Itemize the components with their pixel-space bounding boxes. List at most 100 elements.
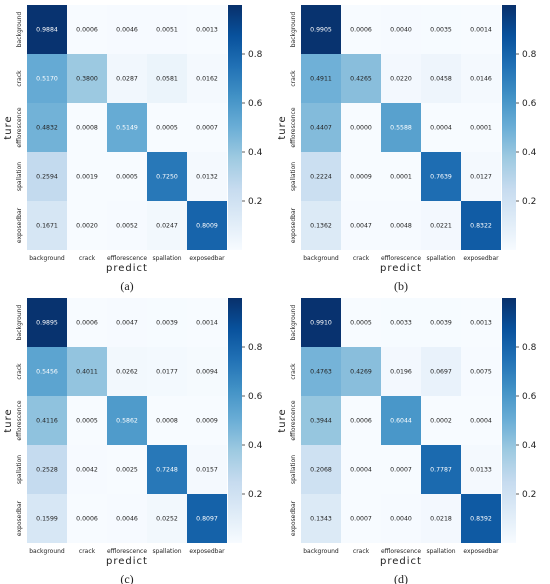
heatmap-cell	[187, 347, 227, 396]
colorbar-tick-label: 0.8	[522, 343, 537, 353]
cell-value-label: 0.0002	[430, 418, 452, 425]
y-tick-label: exposedbar	[16, 500, 23, 536]
cell-value-label: 0.0001	[470, 125, 492, 132]
heatmap-cell	[341, 298, 381, 347]
heatmap-cell	[461, 347, 501, 396]
cell-value-label: 0.0046	[116, 27, 138, 34]
heatmap-cell	[187, 396, 227, 445]
cell-value-label: 0.0005	[76, 418, 98, 425]
heatmap-cell	[301, 494, 341, 543]
heatmap-cell	[67, 298, 107, 347]
x-axis-label: predict	[380, 263, 422, 274]
heatmap-cell	[341, 152, 381, 201]
confusion-matrix-panel: 0.9884 0.0006 0.0046 0.0051 0.0013 0.5170 0.38…	[3, 5, 263, 293]
heatmap-cell	[381, 347, 421, 396]
heatmap-cell	[147, 494, 187, 543]
cell-value-label: 0.5588	[390, 125, 412, 132]
heatmap-cell	[107, 152, 147, 201]
x-tick-label: background	[303, 548, 339, 555]
cell-value-label: 0.0006	[76, 320, 98, 327]
y-tick-label: exposedbar	[290, 207, 297, 243]
colorbar-tick-label: 0.2	[522, 197, 536, 207]
cell-value-label: 0.0013	[196, 27, 218, 34]
x-tick-label: crack	[79, 548, 96, 555]
heatmap-cell	[27, 298, 67, 347]
cell-value-label: 0.7787	[430, 467, 452, 474]
cell-value-label: 0.0005	[350, 320, 372, 327]
y-axis-label: ture	[3, 408, 14, 432]
cell-value-label: 0.0009	[350, 174, 372, 181]
heatmap-cell	[27, 445, 67, 494]
y-tick-label: exposedbar	[290, 500, 297, 536]
heatmap-cell	[461, 103, 501, 152]
cell-value-label: 0.0007	[390, 467, 412, 474]
x-tick-label: exposedbar	[463, 255, 499, 262]
cell-value-label: 0.0287	[116, 76, 138, 83]
panel-caption: (a)	[120, 279, 133, 293]
cell-value-label: 0.0075	[470, 369, 492, 376]
cell-value-label: 0.0000	[350, 125, 372, 132]
heatmap-cell	[421, 5, 461, 54]
x-tick-label: efflorescence	[107, 255, 147, 262]
colorbar-tick-label: 0.2	[522, 490, 536, 500]
heatmap-cell	[341, 396, 381, 445]
y-tick-label: background	[290, 12, 297, 48]
colorbar-tick-label: 0.6	[248, 392, 263, 402]
heatmap-cell	[67, 103, 107, 152]
heatmap-cell	[147, 445, 187, 494]
x-tick-label: exposedbar	[189, 548, 225, 555]
cell-value-label: 0.5170	[36, 76, 58, 83]
heatmap-cell	[301, 5, 341, 54]
heatmap-cell	[107, 347, 147, 396]
heatmap-cell	[301, 103, 341, 152]
cell-value-label: 0.5149	[116, 125, 138, 132]
heatmap-cell	[147, 347, 187, 396]
colorbar	[502, 5, 516, 250]
heatmap-cell	[461, 201, 501, 250]
heatmap-cell	[461, 396, 501, 445]
y-tick-label: efflorescence	[290, 400, 297, 440]
heatmap-cell	[341, 103, 381, 152]
cell-value-label: 0.0162	[196, 76, 218, 83]
x-tick-label: spallation	[152, 255, 181, 262]
heatmap-cell	[187, 152, 227, 201]
heatmap-cell	[67, 5, 107, 54]
colorbar	[502, 298, 516, 543]
cell-value-label: 0.5456	[36, 369, 58, 376]
cell-value-label: 0.4911	[310, 76, 332, 83]
y-tick-label: crack	[16, 363, 23, 380]
cell-value-label: 0.4011	[76, 369, 98, 376]
cell-value-label: 0.0262	[116, 369, 138, 376]
y-tick-label: background	[16, 305, 23, 341]
x-tick-label: efflorescence	[107, 548, 147, 555]
cell-value-label: 0.3800	[76, 76, 98, 83]
heatmap-cell	[67, 396, 107, 445]
heatmap-cell	[107, 54, 147, 103]
cell-value-label: 0.1599	[36, 516, 58, 523]
cell-value-label: 0.4407	[310, 125, 332, 132]
cell-value-label: 0.0094	[196, 369, 218, 376]
cell-value-label: 0.8322	[470, 223, 492, 230]
x-tick-label: exposedbar	[189, 255, 225, 262]
heatmap-cell	[421, 103, 461, 152]
heatmap-cell	[67, 347, 107, 396]
cell-value-label: 0.0220	[390, 76, 412, 83]
cell-value-label: 0.2068	[310, 467, 332, 474]
cell-value-label: 0.0132	[196, 174, 218, 181]
heatmap-cell	[107, 201, 147, 250]
x-tick-label: crack	[353, 255, 370, 262]
heatmap-cell	[301, 54, 341, 103]
cell-value-label: 0.0009	[196, 418, 218, 425]
heatmap-cell	[147, 152, 187, 201]
cell-value-label: 0.9884	[36, 27, 58, 34]
heatmap-cell	[461, 152, 501, 201]
cell-value-label: 0.9910	[310, 320, 332, 327]
x-tick-label: background	[29, 548, 65, 555]
heatmap-cell	[107, 5, 147, 54]
colorbar-tick-label: 0.8	[248, 50, 263, 60]
x-axis-label: predict	[380, 556, 422, 567]
cell-value-label: 0.0048	[390, 223, 412, 230]
heatmap-cell	[107, 445, 147, 494]
heatmap-cell	[301, 201, 341, 250]
